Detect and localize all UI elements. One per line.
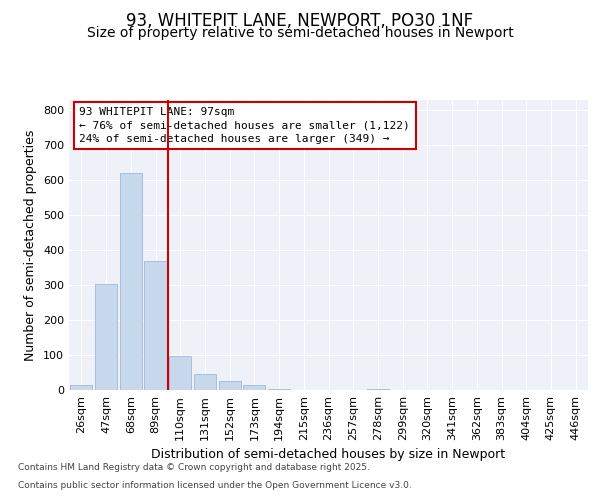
Text: Contains HM Land Registry data © Crown copyright and database right 2025.: Contains HM Land Registry data © Crown c… [18, 464, 370, 472]
Bar [95, 284, 117, 390]
Bar [169, 356, 191, 390]
Bar [119, 174, 142, 390]
X-axis label: Distribution of semi-detached houses by size in Newport: Distribution of semi-detached houses by … [151, 448, 506, 462]
Text: Size of property relative to semi-detached houses in Newport: Size of property relative to semi-detach… [86, 26, 514, 40]
Bar [243, 386, 265, 390]
Bar [268, 389, 290, 390]
Text: 93, WHITEPIT LANE, NEWPORT, PO30 1NF: 93, WHITEPIT LANE, NEWPORT, PO30 1NF [127, 12, 473, 30]
Bar [218, 382, 241, 390]
Bar [145, 260, 167, 390]
Y-axis label: Number of semi-detached properties: Number of semi-detached properties [25, 130, 37, 360]
Bar [70, 385, 92, 390]
Bar [194, 374, 216, 390]
Text: Contains public sector information licensed under the Open Government Licence v3: Contains public sector information licen… [18, 481, 412, 490]
Text: 93 WHITEPIT LANE: 97sqm
← 76% of semi-detached houses are smaller (1,122)
24% of: 93 WHITEPIT LANE: 97sqm ← 76% of semi-de… [79, 108, 410, 144]
